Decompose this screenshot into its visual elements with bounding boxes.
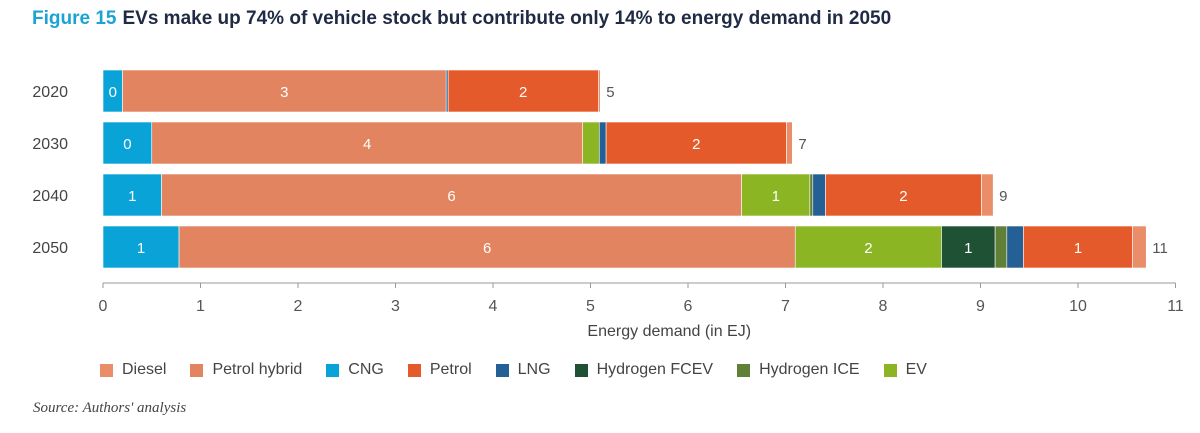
data-label-cng-2030: 0	[123, 136, 131, 153]
bar-cng-2050	[102, 225, 180, 269]
x-tick-label-11: 11	[1167, 298, 1184, 315]
bar-diesel-2020	[597, 69, 601, 113]
legend-label-hydrogen-ice: Hydrogen ICE	[759, 361, 860, 378]
bar-hydrogen-ice-2050	[994, 225, 1008, 269]
y-tick-label-2030: 2030	[32, 136, 68, 153]
y-labels-layer: 2020 2030 2040 2050	[32, 84, 68, 257]
x-ticks-layer: 0 1 2 3 4 5 6 7 8 9 10 11	[99, 283, 1184, 315]
x-tick-label-1: 1	[196, 298, 205, 315]
legend-label-diesel: Diesel	[122, 361, 167, 378]
legend-label-hydrogen-fcev: Hydrogen FCEV	[596, 361, 714, 378]
data-label-cng-2020: 0	[109, 84, 117, 101]
legend-swatch-cng	[326, 363, 340, 377]
total-label-2040: 9	[999, 188, 1007, 205]
total-label-2020: 5	[606, 84, 614, 101]
bar-cng-2040	[102, 173, 162, 217]
x-tick-label-4: 4	[489, 298, 498, 315]
x-axis-title: Energy demand (in EJ)	[587, 323, 751, 340]
legend-swatch-hydrogen-ice	[737, 363, 751, 377]
data-label-petrol-hybrid-2030: 4	[363, 136, 371, 153]
chart-title: Figure 15 EVs make up 74% of vehicle stoc…	[32, 8, 891, 30]
data-label-petrol-hybrid-2040: 6	[447, 188, 455, 205]
data-label-petrol-hybrid-2020: 3	[280, 84, 288, 101]
bar-lng-2040	[812, 173, 826, 217]
legend-label-petrol-hybrid: Petrol hybrid	[212, 361, 303, 378]
data-label-ev-2040: 1	[772, 188, 780, 205]
y-tick-label-2050: 2050	[32, 240, 68, 257]
x-tick-label-9: 9	[976, 298, 985, 315]
legend-item-petrol: Petrol	[407, 361, 472, 379]
bar-diesel-2040	[981, 173, 994, 217]
legend-swatch-ev	[883, 363, 897, 377]
bar-petrol-hybrid-2030	[151, 121, 584, 165]
x-tick-label-2: 2	[294, 298, 303, 315]
data-label-hydrogen-fcev-2050: 1	[964, 240, 972, 257]
bar-petrol-hybrid-2040	[161, 173, 742, 217]
y-tick-label-2020: 2020	[32, 84, 68, 101]
bar-hydrogen-ice-2040	[809, 173, 814, 217]
x-tick-label-8: 8	[879, 298, 888, 315]
bar-ev-2030	[582, 121, 600, 165]
bars-layer	[102, 69, 1147, 269]
legend-label-cng: CNG	[348, 361, 384, 378]
bar-diesel-2050	[1132, 225, 1147, 269]
data-label-petrol-hybrid-2050: 6	[483, 240, 491, 257]
legend-item-hydrogen-ice: Hydrogen ICE	[737, 361, 860, 379]
bar-petrol-hybrid-2050	[178, 225, 796, 269]
bar-ev-2050	[794, 225, 942, 269]
legend-item-lng: LNG	[495, 361, 551, 379]
x-tick-label-5: 5	[586, 298, 595, 315]
legend-item-diesel: Diesel	[100, 361, 166, 379]
total-label-2030: 7	[798, 136, 806, 153]
legend-swatch-petrol	[407, 363, 421, 377]
data-label-cng-2040: 1	[128, 188, 136, 205]
legend-item-hydrogen-fcev: Hydrogen FCEV	[574, 361, 714, 379]
legend-swatch-hydrogen-fcev	[574, 363, 588, 377]
bar-petrol-hybrid-2020	[122, 69, 447, 113]
data-label-cng-2050: 1	[137, 240, 145, 257]
legend-item-petrol-hybrid: Petrol hybrid	[190, 361, 302, 379]
bar-ev-2040	[741, 173, 811, 217]
bar-cng-2030	[102, 121, 153, 165]
figure-label: Figure 15	[32, 8, 117, 29]
legend-swatch-diesel	[100, 363, 113, 377]
data-label-ev-2050: 2	[864, 240, 872, 257]
data-label-petrol-2040: 2	[899, 188, 907, 205]
bar-lng-2030	[598, 121, 607, 165]
y-tick-label-2040: 2040	[32, 188, 68, 205]
bar-petrol-2050	[1023, 225, 1133, 269]
legend-item-cng: CNG	[326, 361, 384, 379]
x-tick-label-7: 7	[781, 298, 790, 315]
total-label-2050: 11	[1152, 240, 1168, 257]
labels-layer: 0 3 2 50 4 2 71 6 1 2 91 6 2 1 1 11	[109, 84, 1168, 257]
legend-label-petrol: Petrol	[429, 361, 472, 378]
legend-item-ev: EV	[883, 361, 927, 379]
bar-lng-2050	[1006, 225, 1024, 269]
data-label-petrol-2050: 1	[1074, 240, 1082, 257]
bar-diesel-2030	[786, 121, 793, 165]
legend-label-ev: EV	[905, 361, 927, 378]
title-text: EVs make up 74% of vehicle stock but con…	[122, 8, 892, 29]
x-tick-label-3: 3	[391, 298, 400, 315]
chart-legend: Diesel Petrol hybrid CNG Petrol LNG Hydrogen …	[100, 361, 951, 379]
data-label-petrol-2030: 2	[692, 136, 700, 153]
source-note: Source: Authors' analysis	[33, 400, 187, 416]
bar-petrol-2030	[605, 121, 787, 165]
legend-swatch-petrol-hybrid	[190, 363, 204, 377]
stacked-bar-chart: 0 3 2 50 4 2 71 6 1 2 91 6 2 1 1 11 0 1 2 3 4 5 6 7 8 9 10 11 2020…	[32, 69, 1184, 340]
bar-petrol-2040	[825, 173, 982, 217]
x-tick-label-6: 6	[684, 298, 693, 315]
data-label-petrol-2020: 2	[519, 84, 527, 101]
x-tick-label-0: 0	[99, 298, 108, 315]
x-tick-label-10: 10	[1069, 298, 1087, 315]
legend-swatch-lng	[495, 363, 509, 377]
legend-label-lng: LNG	[517, 361, 551, 378]
